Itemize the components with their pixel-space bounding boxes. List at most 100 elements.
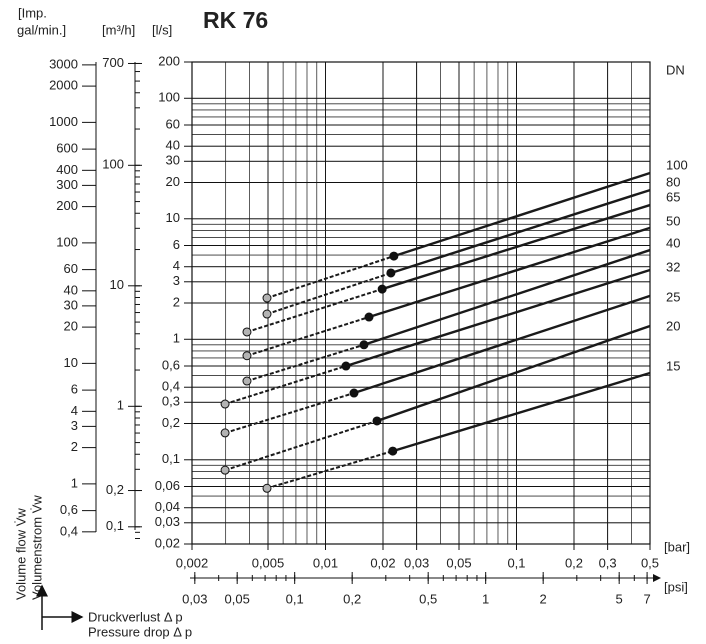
y-tick-label: 100 bbox=[158, 90, 180, 105]
y2-tick-label: 0,2 bbox=[106, 482, 124, 497]
y3-tick-label: 3 bbox=[71, 418, 78, 433]
line bbox=[363, 248, 651, 346]
y3-tick-label: 0,4 bbox=[60, 523, 78, 538]
y-tick-label: 0,03 bbox=[155, 514, 180, 529]
y3-tick-label: 40 bbox=[64, 282, 78, 297]
y3-tick-label: 60 bbox=[64, 261, 78, 276]
point bbox=[242, 327, 252, 337]
y3-tick-label: 600 bbox=[56, 141, 78, 156]
dashed-line bbox=[224, 365, 347, 406]
y2-tick-label: 10 bbox=[110, 277, 124, 292]
y-axis-caption: Volume flow V̇w bbox=[13, 508, 28, 600]
point bbox=[262, 483, 272, 493]
legend-label: 15 bbox=[666, 358, 680, 373]
legend-title: DN bbox=[666, 62, 685, 77]
x-tick-label: 0,03 bbox=[404, 555, 429, 570]
y3-tick-label: 10 bbox=[64, 355, 78, 370]
y3-tick-label: 6 bbox=[71, 382, 78, 397]
y3-tick-label: 4 bbox=[71, 403, 78, 418]
y3-tick-label: 300 bbox=[56, 177, 78, 192]
y3-axis-title: gal/min.] bbox=[17, 22, 66, 37]
x2-tick-label: 0,2 bbox=[343, 591, 361, 606]
y3-tick-label: 400 bbox=[56, 162, 78, 177]
line bbox=[376, 324, 651, 423]
y-tick-label: 40 bbox=[166, 138, 180, 153]
y3-tick-label: 1000 bbox=[49, 114, 78, 129]
legend-label: 40 bbox=[666, 235, 680, 250]
point bbox=[262, 309, 272, 319]
y-tick-label: 0,4 bbox=[162, 379, 180, 394]
line bbox=[353, 294, 651, 395]
y3-tick-label: 200 bbox=[56, 198, 78, 213]
x2-tick-label: 0,1 bbox=[286, 591, 304, 606]
legend-label: 65 bbox=[666, 189, 680, 204]
y2-tick-label: 100 bbox=[102, 157, 124, 172]
y-axis-caption: Volumenstrom V̇w bbox=[29, 495, 44, 600]
point bbox=[388, 446, 398, 456]
y3-tick-label: 0,6 bbox=[60, 502, 78, 517]
y-tick-label: 0,3 bbox=[162, 394, 180, 409]
x-axis-caption: Druckverlust Δ p bbox=[88, 609, 183, 624]
y2-tick-label: 0,1 bbox=[106, 518, 124, 533]
x-tick-label: 0,002 bbox=[176, 555, 209, 570]
x-tick-label: 0,1 bbox=[507, 555, 525, 570]
point bbox=[386, 268, 396, 278]
y-tick-label: 6 bbox=[173, 237, 180, 252]
x-axis-caption: Pressure drop Δ p bbox=[88, 624, 192, 639]
y3-tick-label: 2000 bbox=[49, 78, 78, 93]
y-tick-label: 30 bbox=[166, 153, 180, 168]
y-axis-title: [l/s] bbox=[152, 22, 172, 37]
line bbox=[345, 268, 651, 368]
x2-tick-label: 7 bbox=[643, 591, 650, 606]
dashed-line bbox=[246, 316, 370, 357]
y3-axis-title: [Imp. bbox=[18, 5, 47, 20]
y-tick-label: 0,04 bbox=[155, 499, 180, 514]
x-tick-label: 0,02 bbox=[370, 555, 395, 570]
x2-axis-title: [psi] bbox=[664, 579, 688, 594]
x-tick-label: 0,005 bbox=[252, 555, 285, 570]
x2-tick-label: 0,03 bbox=[182, 591, 207, 606]
y-tick-label: 3 bbox=[173, 273, 180, 288]
y3-tick-label: 100 bbox=[56, 234, 78, 249]
y-tick-label: 10 bbox=[166, 210, 180, 225]
y3-tick-label: 30 bbox=[64, 297, 78, 312]
chart-title: RK 76 bbox=[203, 7, 268, 33]
y-tick-label: 0,6 bbox=[162, 357, 180, 372]
point bbox=[359, 340, 369, 350]
y-tick-label: 0,2 bbox=[162, 415, 180, 430]
dashed-line bbox=[224, 392, 355, 434]
y3-tick-label: 2 bbox=[71, 439, 78, 454]
dashed-line bbox=[224, 419, 378, 472]
line bbox=[381, 203, 651, 291]
y3-tick-label: 1 bbox=[71, 475, 78, 490]
legend-label: 80 bbox=[666, 174, 680, 189]
point bbox=[242, 376, 252, 386]
y3-tick-label: 20 bbox=[64, 319, 78, 334]
dashed-line bbox=[266, 255, 395, 299]
y-tick-label: 60 bbox=[166, 116, 180, 131]
x-tick-label: 0,05 bbox=[446, 555, 471, 570]
y2-tick-label: 1 bbox=[117, 398, 124, 413]
line bbox=[392, 371, 651, 453]
y-tick-label: 0,1 bbox=[162, 451, 180, 466]
x2-tick-label: 1 bbox=[482, 591, 489, 606]
point bbox=[377, 284, 387, 294]
y-tick-label: 0,02 bbox=[155, 535, 180, 550]
line bbox=[390, 188, 651, 275]
point bbox=[341, 361, 351, 371]
point bbox=[220, 399, 230, 409]
legend-label: 32 bbox=[666, 259, 680, 274]
line bbox=[393, 171, 651, 258]
point bbox=[349, 388, 359, 398]
dashed-line bbox=[246, 343, 365, 383]
y-tick-label: 1 bbox=[173, 331, 180, 346]
line bbox=[368, 226, 651, 319]
legend-label: 25 bbox=[666, 289, 680, 304]
point bbox=[242, 351, 252, 361]
x2-tick-label: 2 bbox=[540, 591, 547, 606]
x2-tick-label: 0,05 bbox=[225, 591, 250, 606]
point bbox=[220, 428, 230, 438]
x2-tick-label: 5 bbox=[616, 591, 623, 606]
